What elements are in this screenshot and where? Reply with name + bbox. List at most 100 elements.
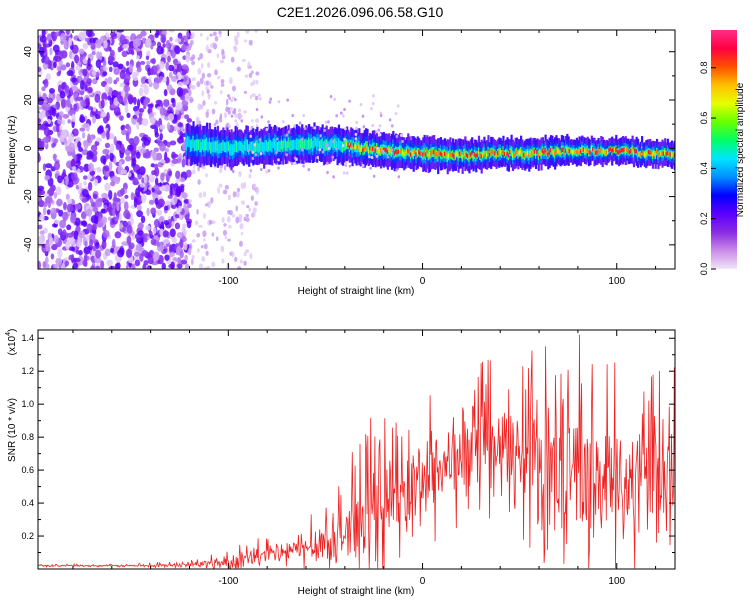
heatmap-cell (288, 141, 292, 151)
heatmap-noise-cell (177, 257, 182, 264)
heatmap-noise-cell (171, 237, 178, 244)
heatmap-core-cell (641, 148, 644, 153)
heatmap-noise-cell (229, 77, 233, 85)
heatmap-noise-cell (38, 106, 42, 111)
heatmap-core-cell (413, 149, 417, 154)
heatmap-core-cell (649, 150, 652, 155)
heatmap-noise-cell (56, 65, 62, 72)
heatmap-noise-cell (120, 89, 127, 99)
heatmap-core-cell (381, 147, 384, 152)
figure-title: C2E1.2026.096.06.58.G10 (277, 4, 444, 20)
heatmap-core-cell (442, 151, 445, 156)
heatmap-core-cell (363, 146, 366, 151)
heatmap-noise-cell (348, 164, 352, 168)
heatmap-noise-cell (179, 239, 184, 248)
heatmap-noise-cell (101, 71, 108, 77)
heatmap-cell (238, 140, 241, 151)
heatmap-core-cell (374, 148, 377, 154)
snr-y-multiplier: (x104) (5, 329, 18, 356)
heatmap-noise-cell (327, 120, 330, 124)
heatmap-noise-cell (79, 115, 86, 124)
heatmap-cell (318, 140, 322, 151)
heatmap-noise-cell (119, 197, 126, 204)
heatmap-cell (299, 139, 302, 149)
heatmap-noise-cell (397, 175, 401, 179)
heatmap-noise-cell (121, 124, 126, 130)
heatmap-noise-cell (66, 224, 72, 231)
heatmap-cell (214, 140, 217, 153)
heatmap-noise-cell (244, 249, 250, 254)
heatmap-noise-cell (240, 182, 244, 190)
heatmap-core-cell (401, 150, 404, 155)
y-tick-label: -40 (23, 237, 34, 252)
heatmap-noise-cell (48, 187, 55, 197)
heatmap-core-cell (520, 149, 523, 154)
heatmap-core-cell (601, 149, 604, 155)
heatmap-noise-cell (135, 187, 141, 197)
heatmap-cell (343, 141, 346, 152)
heatmap-core-cell (418, 149, 421, 155)
heatmap-noise-cell (230, 106, 233, 112)
heatmap-cell (307, 137, 311, 150)
heatmap-noise-cell (98, 197, 103, 203)
heatmap-core-cell (483, 149, 486, 155)
heatmap-noise-cell (100, 99, 105, 109)
heatmap-noise-cell (348, 99, 351, 103)
heatmap-noise-cell (66, 98, 71, 108)
heatmap-noise-cell (83, 140, 89, 150)
heatmap-noise-cell (140, 83, 147, 88)
heatmap-noise-cell (55, 186, 62, 196)
heatmap-core-cell (528, 153, 531, 158)
heatmap-noise-cell (189, 83, 193, 89)
heatmap-core-cell (559, 151, 562, 156)
heatmap-core-cell (555, 148, 558, 153)
heatmap-core-cell (628, 150, 631, 155)
heatmap-core-cell (465, 152, 468, 158)
heatmap-noise-cell (140, 148, 147, 154)
heatmap-noise-cell (191, 254, 195, 260)
heatmap-cell (227, 141, 230, 152)
heatmap-noise-cell (173, 195, 178, 205)
heatmap-noise-cell (38, 260, 42, 269)
heatmap-core-cell (672, 152, 675, 157)
heatmap-core-cell (566, 147, 569, 152)
heatmap-core-cell (607, 149, 610, 154)
heatmap-noise-cell (116, 201, 120, 212)
heatmap-core-cell (548, 150, 551, 155)
heatmap-noise-cell (223, 112, 227, 119)
heatmap-noise-cell (100, 260, 105, 269)
snr-multiplier-base: (x10 (7, 335, 18, 355)
heatmap-noise-cell (254, 153, 258, 157)
heatmap-core-cell (627, 149, 630, 154)
heatmap-noise-cell (182, 80, 189, 86)
heatmap-noise-cell (112, 90, 119, 97)
heatmap-noise-cell (187, 203, 192, 209)
heatmap-core-cell (662, 151, 665, 156)
x-tick-label: 0 (420, 576, 426, 587)
heatmap-cell (250, 141, 254, 152)
heatmap-noise-cell (206, 89, 210, 94)
heatmap-noise-cell (59, 90, 66, 99)
heatmap-core-cell (479, 153, 482, 159)
heatmap-noise-cell (132, 76, 139, 81)
heatmap-noise-cell (102, 229, 110, 238)
heatmap-noise-cell (71, 85, 78, 92)
heatmap-core-cell (424, 152, 428, 157)
heatmap-noise-cell (251, 93, 256, 98)
heatmap-noise-cell (234, 256, 238, 263)
heatmap-noise-cell (97, 126, 104, 134)
heatmap-noise-cell (69, 95, 74, 104)
heatmap-noise-cell (342, 114, 345, 118)
heatmap-core-cell (540, 151, 543, 157)
heatmap-noise-cell (163, 205, 169, 211)
heatmap-core-cell (660, 151, 663, 156)
heatmap-core-cell (657, 153, 660, 158)
heatmap-noise-cell (221, 48, 225, 56)
spectrogram-panel: -100 0 100 -40 -20 0 20 40 Height of straight … (7, 29, 676, 297)
heatmap-noise-cell (269, 97, 273, 101)
heatmap-noise-cell (381, 149, 385, 154)
heatmap-noise-cell (60, 82, 66, 90)
heatmap-core-cell (498, 150, 501, 155)
heatmap-noise-cell (68, 254, 74, 261)
heatmap-core-cell (477, 150, 481, 155)
